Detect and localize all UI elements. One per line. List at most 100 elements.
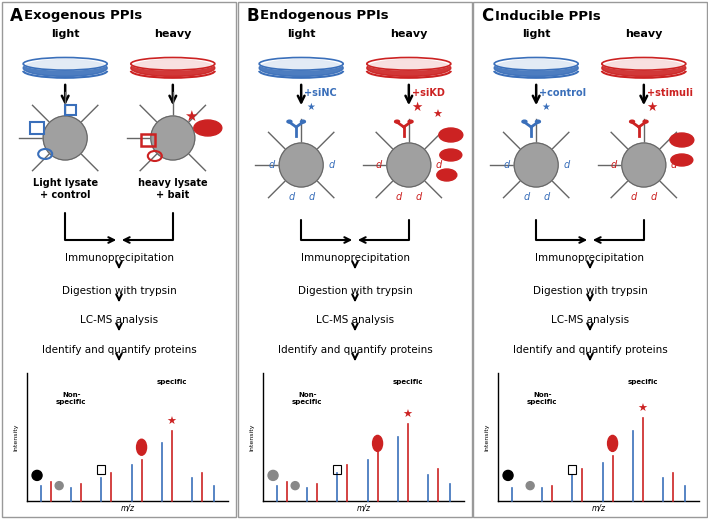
Text: ★: ★ [432,110,442,120]
Ellipse shape [23,58,107,70]
Text: LC-MS analysis: LC-MS analysis [80,315,158,325]
Ellipse shape [535,120,540,123]
Circle shape [291,482,299,489]
Text: d: d [631,192,637,202]
Ellipse shape [439,128,463,142]
Circle shape [32,470,42,481]
Circle shape [268,470,278,481]
Text: Immunoprecipitation: Immunoprecipitation [64,253,173,263]
Ellipse shape [607,435,617,452]
Circle shape [622,143,666,187]
Ellipse shape [131,58,215,70]
Text: heavy lysate
+ bait: heavy lysate + bait [138,178,207,200]
Ellipse shape [602,60,686,76]
Text: +stimuli: +stimuli [647,88,693,98]
Ellipse shape [670,133,694,147]
Text: d: d [563,160,569,170]
Text: ★: ★ [307,102,316,112]
Text: Intensity: Intensity [484,424,489,450]
Text: heavy: heavy [625,29,663,39]
Ellipse shape [131,60,215,76]
Ellipse shape [137,439,147,455]
Text: specific: specific [156,379,187,386]
Text: m/z: m/z [120,503,135,512]
Ellipse shape [194,120,222,136]
Text: specific: specific [392,379,423,386]
Text: Immunoprecipitation: Immunoprecipitation [300,253,409,263]
Text: ★: ★ [184,108,198,124]
Text: +siNC: +siNC [304,88,337,98]
Bar [5,368,233,511]
Bar [64,105,76,115]
Ellipse shape [494,58,578,70]
Text: specific: specific [627,379,658,386]
Ellipse shape [372,435,382,452]
Ellipse shape [643,120,648,123]
Ellipse shape [494,60,578,76]
Text: d: d [416,192,422,202]
Text: heavy: heavy [154,29,191,39]
Ellipse shape [408,120,413,123]
Text: C: C [481,7,493,25]
Text: d: d [651,192,657,202]
Text: m/z: m/z [591,503,605,512]
Circle shape [503,470,513,481]
Bar [2,2,236,517]
Ellipse shape [300,120,305,123]
Ellipse shape [259,60,343,76]
Text: light: light [287,29,316,39]
Text: d: d [435,160,442,170]
Text: Identify and quantify proteins: Identify and quantify proteins [513,345,668,355]
Text: Non-
specific: Non- specific [56,392,86,405]
Ellipse shape [287,120,292,123]
Bar [241,368,469,511]
Text: light: light [522,29,550,39]
Text: Intensity: Intensity [13,424,18,450]
Text: LC-MS analysis: LC-MS analysis [316,315,394,325]
Ellipse shape [437,169,457,181]
Text: +control: +control [539,88,586,98]
Text: Light lysate
+ control: Light lysate + control [33,178,98,200]
Text: Digestion with trypsin: Digestion with trypsin [532,286,647,296]
Text: Non-
specific: Non- specific [292,392,322,405]
Ellipse shape [23,60,107,76]
Text: d: d [396,192,402,202]
Circle shape [279,143,323,187]
Text: d: d [288,192,295,202]
Ellipse shape [367,58,451,70]
Text: +siKD: +siKD [412,88,445,98]
Bar [97,465,105,474]
Ellipse shape [602,58,686,70]
Text: LC-MS analysis: LC-MS analysis [551,315,629,325]
Bar [333,465,341,474]
Ellipse shape [367,60,451,76]
Text: ★: ★ [403,410,413,420]
Text: ★: ★ [542,102,551,112]
Bar [30,122,44,134]
Ellipse shape [259,58,343,70]
Text: ★: ★ [638,404,648,414]
Circle shape [43,116,87,160]
Text: ★: ★ [411,101,423,114]
Ellipse shape [629,120,634,123]
Circle shape [55,482,63,489]
Text: light: light [51,29,79,39]
Bar [473,2,707,517]
Circle shape [526,482,534,489]
Text: d: d [328,160,334,170]
Bar [569,465,576,474]
Ellipse shape [670,154,693,166]
Text: Identify and quantify proteins: Identify and quantify proteins [42,345,196,355]
Text: d: d [523,192,530,202]
Text: m/z: m/z [357,503,370,512]
Text: Inducible PPIs: Inducible PPIs [495,9,601,22]
Text: Digestion with trypsin: Digestion with trypsin [62,286,176,296]
Text: Endogenous PPIs: Endogenous PPIs [260,9,389,22]
Bar [238,2,472,517]
Circle shape [514,143,558,187]
Text: d: d [543,192,549,202]
Text: Digestion with trypsin: Digestion with trypsin [297,286,412,296]
Bar [476,368,704,511]
Ellipse shape [394,120,399,123]
Text: d: d [268,160,274,170]
